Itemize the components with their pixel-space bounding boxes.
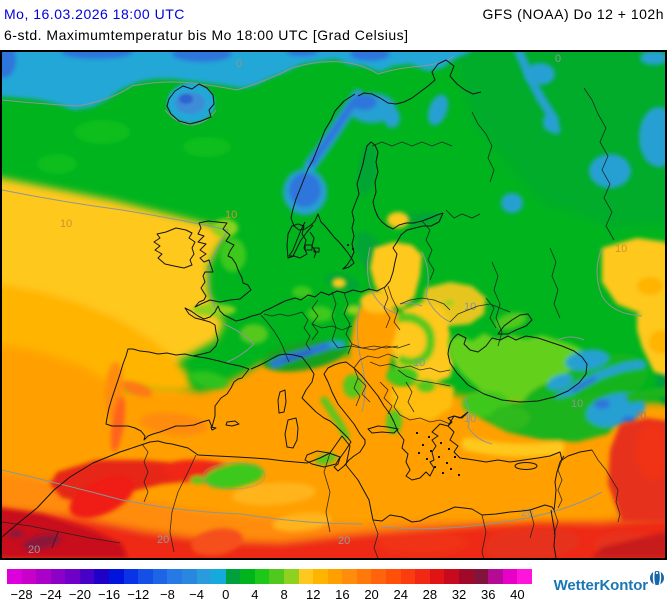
svg-text:10: 10 — [60, 218, 72, 230]
svg-text:20: 20 — [521, 507, 533, 519]
svg-text:0: 0 — [555, 53, 561, 65]
svg-text:20: 20 — [634, 410, 646, 422]
svg-text:20: 20 — [157, 534, 169, 546]
svg-text:10: 10 — [464, 413, 476, 425]
svg-text:10: 10 — [615, 243, 627, 255]
svg-text:10: 10 — [571, 398, 583, 410]
svg-text:10: 10 — [413, 357, 425, 369]
svg-text:10: 10 — [225, 209, 237, 221]
svg-text:0: 0 — [236, 58, 242, 70]
svg-text:20: 20 — [338, 535, 350, 547]
svg-text:20: 20 — [28, 544, 40, 556]
